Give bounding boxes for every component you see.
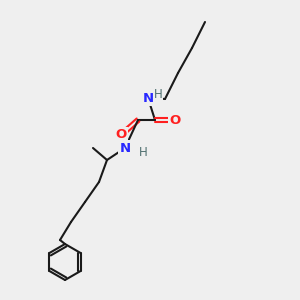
Text: H: H <box>139 146 147 160</box>
Text: O: O <box>116 128 127 142</box>
Text: N: N <box>142 92 154 104</box>
Text: O: O <box>169 113 181 127</box>
Text: H: H <box>154 88 162 100</box>
Text: N: N <box>119 142 130 154</box>
